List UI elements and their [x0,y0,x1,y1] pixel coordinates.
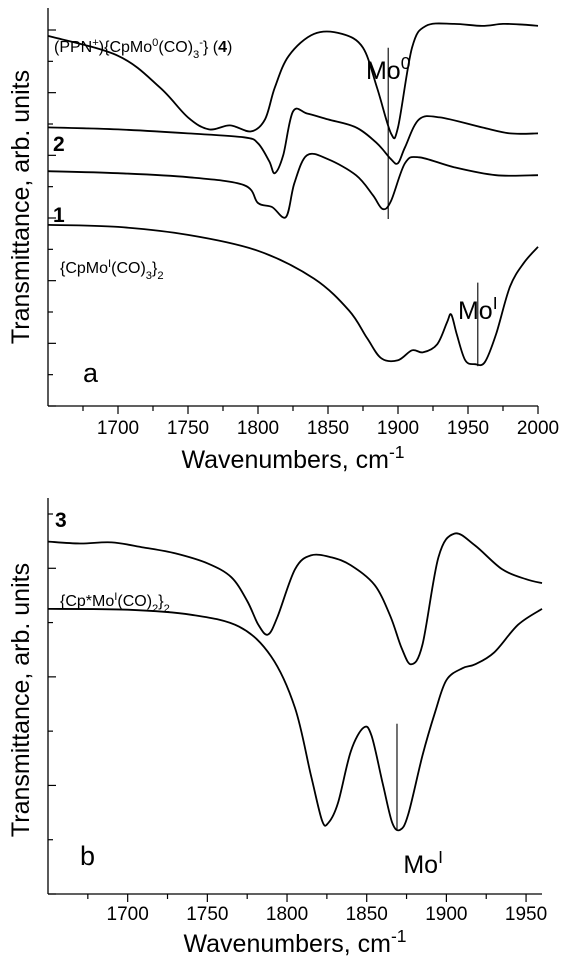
series-label-2: 2 [53,133,65,156]
x-tick-label: 1700 [97,418,139,439]
series-label-2: {Cp*MoI(CO)2}2 [60,591,170,615]
panel-letter: a [83,358,99,388]
marker-label-1: MoI [403,847,443,879]
x-tick-label: 1850 [307,418,349,439]
x-tick-label: 1800 [237,418,279,439]
x-tick-label: 1750 [167,418,209,439]
series-line-1 [47,532,543,666]
x-axis-title: Wavenumbers, cm-1 [181,442,404,474]
panel-a: 1700 1750 1800 1850 1900 1950 2000 Wavenumbers,… [7,8,559,474]
series-line-1 [47,22,539,140]
series-label-1: (PPN+){CpMo0(CO)3-} (4) [54,37,232,61]
x-tick-label: 1700 [107,904,149,925]
x-tick-label: 1800 [266,904,308,925]
x-tick-label: 1950 [505,904,547,925]
x-axis-title: Wavenumbers, cm-1 [183,926,406,958]
series-line-4 [47,224,539,367]
series-label-4: {CpMoI(CO)3}2 [60,258,164,282]
x-tick-label: 1900 [377,418,419,439]
x-tick-label: 1750 [186,904,228,925]
panel-b: 1700 1750 1800 1850 1900 1950 Wavenumbers, cm-… [7,498,547,958]
series-line-3 [47,152,539,219]
marker-label-2: MoI [458,293,498,325]
series-line-2 [47,107,539,175]
marker-label-1: Mo0 [366,53,411,85]
series-label-3: 1 [53,204,65,227]
y-axis-title: Transmittance, arb. units [7,563,35,837]
x-tick-label: 2000 [517,418,559,439]
series-line-2 [47,608,543,832]
y-axis-title: Transmittance, arb. units [7,70,35,344]
x-tick-label: 1950 [447,418,489,439]
panel-letter: b [80,841,95,871]
x-tick-label: 1850 [346,904,388,925]
x-tick-label: 1900 [425,904,467,925]
series-label-1: 3 [55,509,67,532]
